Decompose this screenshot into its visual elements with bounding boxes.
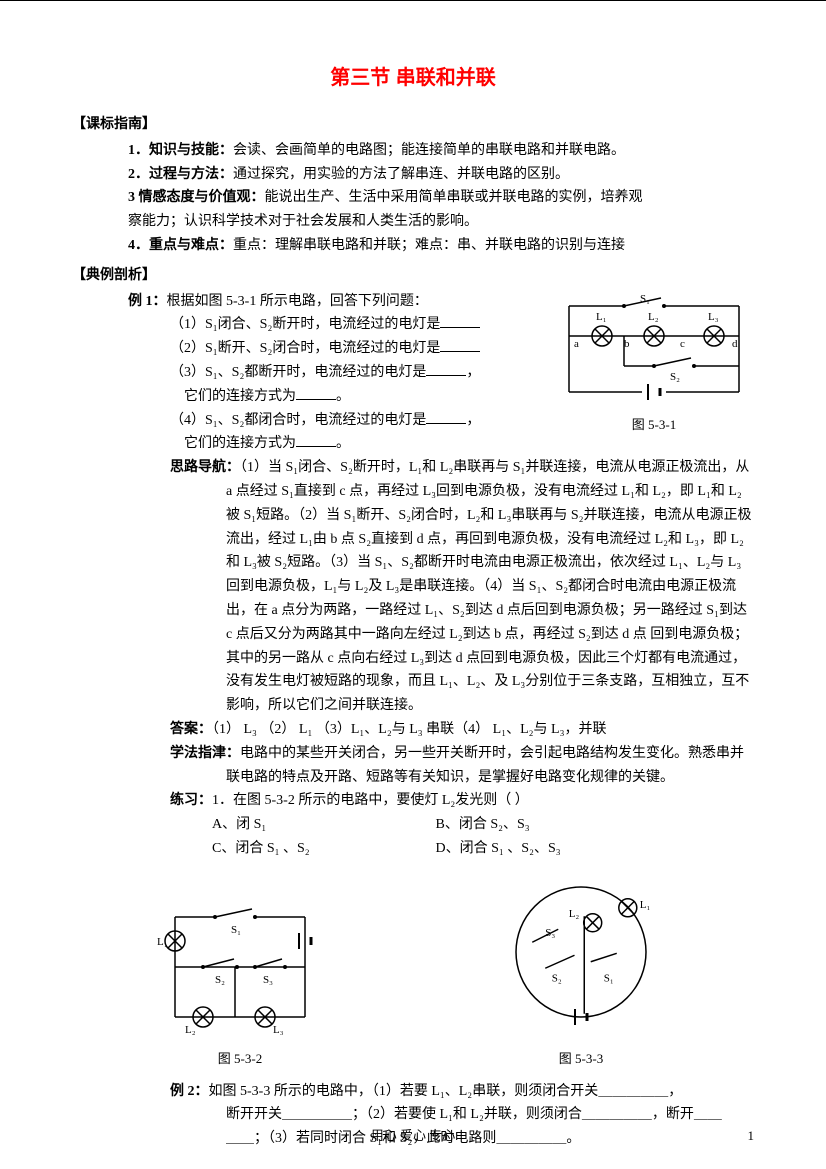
document-title: 第三节 串联和并联 <box>72 61 754 95</box>
page-number: 1 <box>748 1125 755 1147</box>
svg-text:c: c <box>680 338 685 350</box>
lianxi-label: 练习： <box>170 793 212 808</box>
svg-text:L₃: L₃ <box>273 1024 284 1036</box>
figure-5-3-3: L₁L₂S₃S₂S₁ 图 5-3-3 <box>491 877 671 1070</box>
kebiao-3-label: 情感态度与价值观： <box>139 190 265 205</box>
kebiao-1-text: 会读、会画简单的电路图；能连接简单的串联电路和并联电路。 <box>233 143 625 158</box>
xuefa-block: 学法指津：电路中的某些开关闭合，另一些开关断开时，会引起电路结构发生变化。熟悉串… <box>226 742 754 790</box>
ex1-q4b-text: 它们的连接方式为 <box>184 436 296 451</box>
svg-text:S₂: S₂ <box>552 972 562 984</box>
ex2-label: 例 2： <box>170 1084 209 1099</box>
ex2-line2: 断开开关＿＿＿＿＿；（2）若要使 L₁和 L₂并联，则须闭合＿＿＿＿＿，断开＿＿ <box>226 1103 754 1127</box>
kebiao-2-label: 过程与方法： <box>149 167 233 182</box>
ex1-q2-text: （2）S₁断开、S₂闭合时，电流经过的电灯是 <box>170 341 440 356</box>
svg-text:L₁: L₁ <box>157 936 168 948</box>
ex1-q4-text: （4）S₁、S₂都闭合时，电流经过的电灯是 <box>170 413 426 428</box>
options-row-1: A、闭 S₁ B、闭合 S₂、S₃ <box>212 813 754 837</box>
svg-text:L₁: L₁ <box>640 899 651 911</box>
options-row-2: C、闭合 S₁ 、S₂ D、闭合 S₁ 、S₂、S₃ <box>212 837 754 861</box>
opt-a: A、闭 S₁ <box>212 813 432 837</box>
lianxi-q: 1．在图 5-3-2 所示的电路中，要使灯 L₂发光则（ ） <box>212 793 529 808</box>
kebiao-item-4: 4．重点与难点：重点：理解串联电路和并联；难点：串、并联电路的识别与连接 <box>128 234 754 258</box>
svg-text:a: a <box>574 338 579 350</box>
kebiao-3-num: 3 <box>128 190 139 205</box>
svg-text:S₂: S₂ <box>215 974 225 986</box>
ex1-q3-text: （3）S₁、S₂都断开时，电流经过的电灯是 <box>170 365 426 380</box>
svg-text:S₁: S₁ <box>604 972 614 984</box>
kebiao-4-text: 重点：理解串联电路和并联；难点：串、并联电路的识别与连接 <box>233 238 625 253</box>
figure-5-3-1-caption: 图 5-3-1 <box>554 414 754 436</box>
kebiao-4-label: 重点与难点： <box>149 238 233 253</box>
ex1-label: 例 1： <box>128 294 167 309</box>
circuit-diagram-3: L₁L₂S₃S₂S₁ <box>491 877 671 1037</box>
kebiao-1-num: 1． <box>128 143 149 158</box>
blank <box>440 337 480 352</box>
kebiao-3-text: 能说出生产、生活中采用简单串联或并联电路的实例，培养观 <box>265 190 643 205</box>
figure-5-3-1: S₁ L₁ L₂ L₃ a b c d S₂ 图 5-3-1 <box>554 294 754 437</box>
kebiao-item-1: 1．知识与技能：会读、会画简单的电路图；能连接简单的串联电路和并联电路。 <box>128 139 754 163</box>
svg-text:L₃: L₃ <box>708 311 719 323</box>
footer-text: 用心 爱心 专心 <box>0 1125 826 1147</box>
silu-label: 思路导航： <box>170 460 240 475</box>
diagrams-row: S₁ L₁ S₂ S₃ L₂ L₃ 图 5-3-2 L₁ L₂ S₃ S₂ S₁ 图 5-3-3 <box>72 877 754 1070</box>
kebiao-item-3b: 察能力；认识科学技术对于社会发展和人类生活的影响。 <box>128 210 754 234</box>
ex2-l1: 如图 5-3-3 所示的电路中，（1）若要 L₁、L₂串联，则须闭合开关＿＿＿＿… <box>209 1084 683 1099</box>
svg-text:S₁: S₁ <box>231 924 241 936</box>
svg-text:S₂: S₂ <box>670 371 680 383</box>
kebiao-item-3: 3 情感态度与价值观：能说出生产、生活中采用简单串联或并联电路的实例，培养观 <box>128 186 754 210</box>
circuit-diagram-1: S₁ L₁ L₂ L₃ a b c d S₂ <box>554 294 754 404</box>
svg-text:L₂: L₂ <box>569 907 580 919</box>
kebiao-heading: 【课标指南】 <box>72 113 754 137</box>
svg-text:d: d <box>732 338 738 350</box>
dianli-heading: 【典例剖析】 <box>72 264 754 288</box>
kebiao-2-num: 2． <box>128 167 149 182</box>
svg-text:L₂: L₂ <box>648 311 659 323</box>
blank <box>440 313 480 328</box>
daan-text: （1） L₃ （2） L₁ （3）L₁、L₂与 L₃ 串联（4） L₁、L₂与 … <box>212 722 606 737</box>
ex1-text: 根据如图 5-3-1 所示电路，回答下列问题： <box>167 294 428 309</box>
svg-text:b: b <box>624 338 630 350</box>
page-container: 第三节 串联和并联 【课标指南】 1．知识与技能：会读、会画简单的电路图；能连接… <box>0 0 826 1169</box>
blank <box>426 409 466 424</box>
opt-c: C、闭合 S₁ 、S₂ <box>212 837 432 861</box>
kebiao-1-label: 知识与技能： <box>149 143 233 158</box>
svg-text:S₃: S₃ <box>263 974 273 986</box>
figure-5-3-3-caption: 图 5-3-3 <box>491 1048 671 1070</box>
blank <box>296 432 336 447</box>
xuefa-label: 学法指津： <box>170 746 240 761</box>
ex2-line1: 例 2：如图 5-3-3 所示的电路中，（1）若要 L₁、L₂串联，则须闭合开关… <box>226 1080 754 1104</box>
figure-5-3-2-caption: 图 5-3-2 <box>155 1048 325 1070</box>
daan-block: 答案：（1） L₃ （2） L₁ （3）L₁、L₂与 L₃ 串联（4） L₁、L… <box>226 718 754 742</box>
circuit-diagram-2: S₁ L₁ S₂ S₃ L₂ L₃ <box>155 897 325 1037</box>
silu-text: （1）当 S₁闭合、S₂断开时，L₁和 L₂串联再与 S₁并联连接，电流从电源正… <box>226 460 752 713</box>
opt-b: B、闭合 S₂、S₃ <box>436 813 656 837</box>
blank <box>426 361 466 376</box>
silu-block: 思路导航：（1）当 S₁闭合、S₂断开时，L₁和 L₂串联再与 S₁并联连接，电… <box>226 456 754 718</box>
kebiao-4-num: 4． <box>128 238 149 253</box>
kebiao-2-text: 通过探究，用实验的方法了解串连、并联电路的区别。 <box>233 167 569 182</box>
svg-text:S₁: S₁ <box>640 294 650 305</box>
kebiao-item-2: 2．过程与方法：通过探究，用实验的方法了解串连、并联电路的区别。 <box>128 163 754 187</box>
figure-5-3-2: S₁ L₁ S₂ S₃ L₂ L₃ 图 5-3-2 <box>155 897 325 1070</box>
daan-label: 答案： <box>170 722 212 737</box>
svg-text:L₁: L₁ <box>596 311 607 323</box>
lianxi-block: 练习：1．在图 5-3-2 所示的电路中，要使灯 L₂发光则（ ） <box>226 789 754 813</box>
opt-d: D、闭合 S₁ 、S₂、S₃ <box>436 837 656 861</box>
ex1-q3b-text: 它们的连接方式为 <box>184 389 296 404</box>
xuefa-text: 电路中的某些开关闭合，另一些开关断开时，会引起电路结构发生变化。熟悉串并联电路的… <box>226 746 744 785</box>
svg-text:L₂: L₂ <box>185 1024 196 1036</box>
blank <box>296 385 336 400</box>
ex1-q1-text: （1）S₁闭合、S₂断开时，电流经过的电灯是 <box>170 317 440 332</box>
